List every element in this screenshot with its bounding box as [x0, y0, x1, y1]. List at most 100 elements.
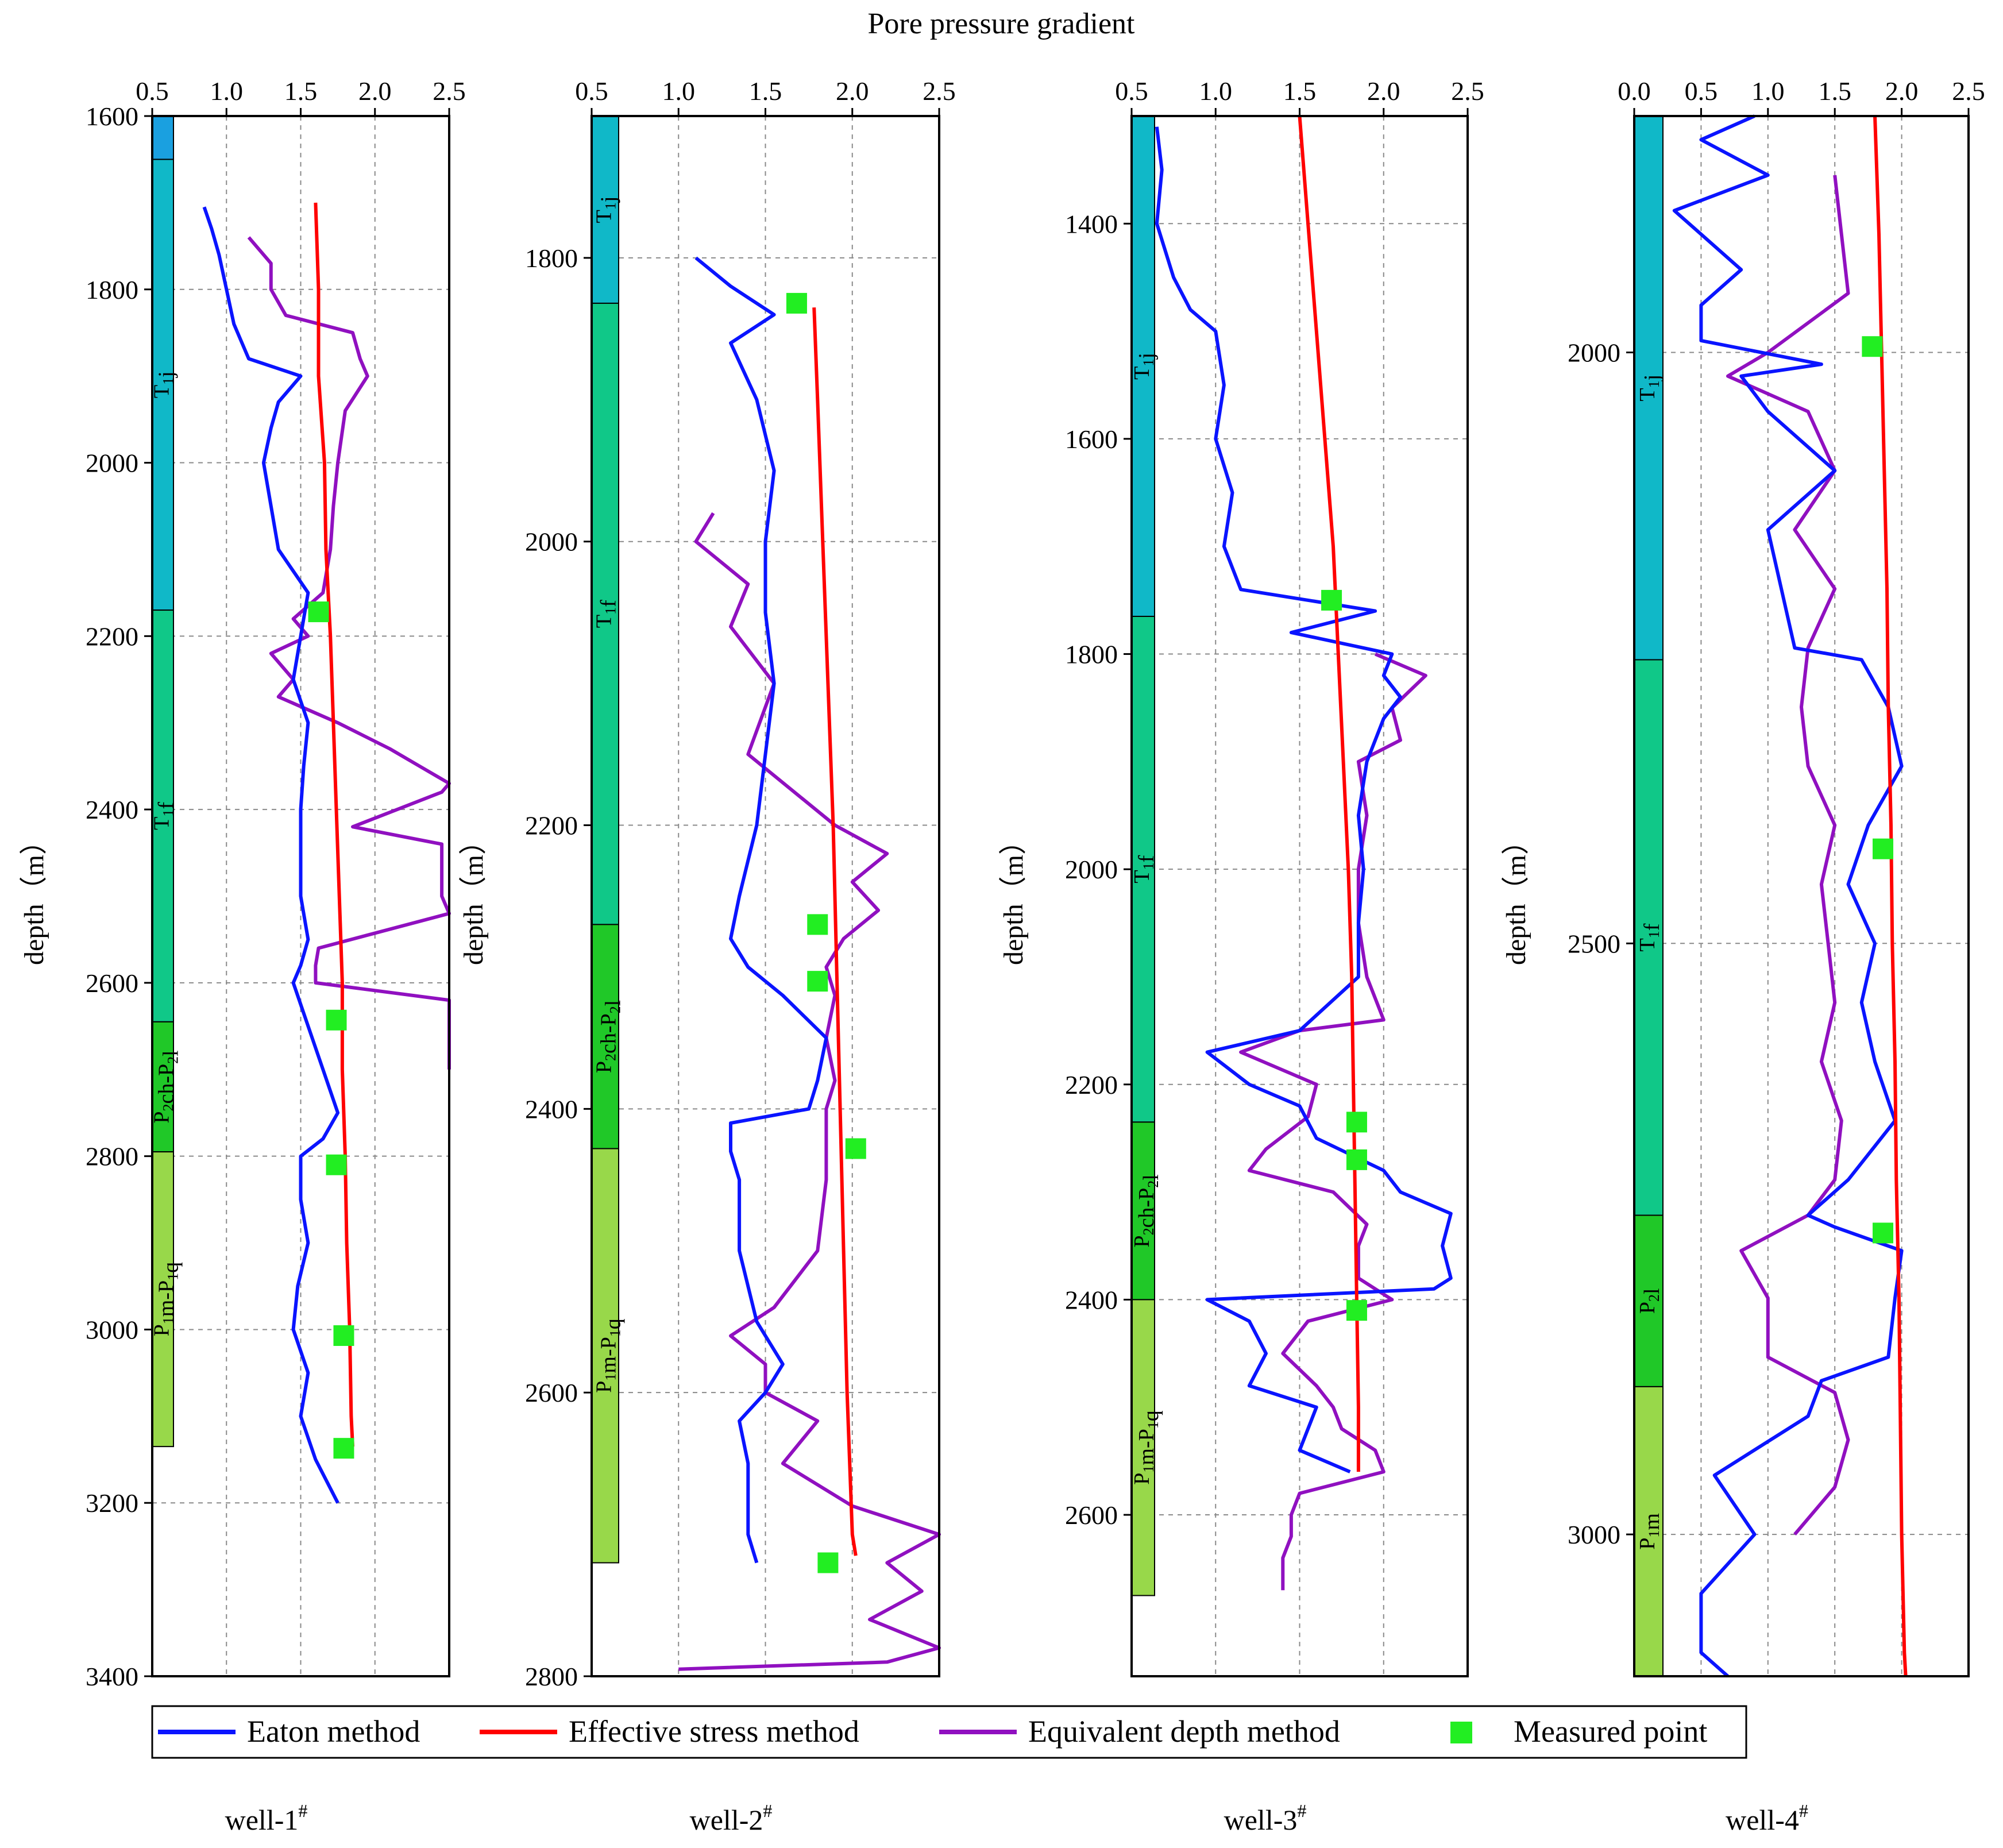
y-axis-label: depth（m）	[458, 827, 489, 965]
x-tick-label: 2.0	[1885, 76, 1919, 106]
measured-point	[1862, 336, 1883, 357]
strata-block	[1634, 115, 1664, 661]
y-axis-label: depth（m）	[998, 827, 1029, 965]
y-tick-label: 1800	[525, 244, 578, 273]
well-panel-3: T1j T1f P2ch-P2l P1m-P1q 0.5 1.0 1.5 2.0 2.5 1400…	[998, 76, 1484, 1836]
effective-stress-line	[1298, 115, 1360, 1472]
x-tick-label: 1.5	[1283, 76, 1317, 106]
x-tick-label: 2.5	[433, 76, 466, 106]
well-label: well-4#	[1726, 1800, 1808, 1836]
eaton-line	[1155, 126, 1453, 1473]
y-tick-label: 2600	[86, 969, 138, 998]
x-tick-label: 1.5	[284, 76, 318, 106]
x-tick-label: 1.0	[1751, 76, 1785, 106]
x-tick-label: 2.5	[1451, 76, 1484, 106]
x-tick-label: 0.5	[575, 76, 608, 106]
y-tick-label: 2800	[525, 1662, 578, 1691]
x-tick-label: 1.5	[1818, 76, 1851, 106]
x-tick-label: 0.5	[1685, 76, 1718, 106]
measured-point	[326, 1154, 347, 1175]
measured-point	[333, 1325, 354, 1347]
effective-stress-line	[812, 307, 858, 1556]
eaton-line	[202, 206, 340, 1504]
y-tick-label: 2600	[525, 1378, 578, 1407]
x-tick-label: 2.5	[1952, 76, 1985, 106]
measured-point	[1321, 589, 1342, 611]
measured-point	[333, 1438, 354, 1459]
strata-label: P1m-P1q	[592, 1318, 626, 1393]
y-axis-label: depth（m）	[1501, 827, 1531, 965]
x-tick-label: 2.0	[358, 76, 392, 106]
strata-block	[1634, 659, 1664, 1216]
x-tick-label: 2.5	[923, 76, 956, 106]
y-tick-label: 2800	[86, 1142, 138, 1171]
equivalent-depth-line	[247, 236, 451, 1070]
strata-label: T1j	[150, 371, 179, 398]
legend: Eaton method Effective stress method Equiv…	[151, 1705, 1747, 1759]
equivalent-depth-line	[1726, 175, 1850, 1536]
y-tick-label: 2500	[1568, 929, 1620, 958]
y-tick-label: 2000	[1065, 855, 1118, 884]
effective-stress-line	[314, 202, 354, 1447]
strata-block	[1634, 1386, 1664, 1677]
y-tick-label: 2400	[86, 795, 138, 824]
well-panel-2: T1j T1f P2ch-P2l P1m-P1q 0.5 1.0 1.5 2.0 2.5 1800…	[458, 76, 956, 1836]
strata-label: T1j	[1130, 353, 1159, 380]
x-tick-label: 2.0	[1367, 76, 1400, 106]
y-tick-label: 1800	[1065, 640, 1118, 669]
strata-block	[591, 302, 619, 925]
y-tick-label: 2200	[86, 622, 138, 651]
y-tick-label: 3000	[86, 1315, 138, 1344]
well-panel-4: T1j T1f P2l P1m 0.0 0.5 1.0 1.5 2.0 2.5 2000 2500 30…	[1501, 76, 1985, 1836]
strata-label: T1j	[592, 196, 621, 223]
legend-label: Measured point	[1514, 1714, 1707, 1749]
x-tick-label: 0.0	[1618, 76, 1651, 106]
strata-block	[152, 609, 174, 1023]
strata-block	[152, 115, 174, 160]
x-tick-label: 0.5	[1115, 76, 1148, 106]
strata-label: T1f	[1130, 855, 1159, 883]
legend-swatch-measured	[1450, 1722, 1472, 1743]
y-tick-label: 2200	[1065, 1070, 1118, 1099]
equivalent-depth-line	[678, 512, 941, 1671]
strata-label: P2l	[1635, 1288, 1664, 1314]
y-tick-label: 1400	[1065, 209, 1118, 238]
strata-label: T1f	[592, 600, 621, 628]
y-tick-label: 3000	[1568, 1520, 1620, 1549]
measured-point	[308, 601, 329, 623]
measured-point	[786, 292, 807, 314]
measured-point	[1346, 1149, 1367, 1170]
measured-point	[1346, 1300, 1367, 1321]
y-tick-label: 2600	[1065, 1500, 1118, 1530]
measured-point	[845, 1138, 866, 1159]
measured-point	[817, 1552, 839, 1573]
y-tick-label: 2400	[1065, 1285, 1118, 1314]
strata-block	[1634, 1214, 1664, 1387]
chart-title: Pore pressure gradient	[868, 7, 1136, 40]
measured-point	[1873, 1222, 1894, 1244]
eaton-line	[694, 256, 828, 1564]
strata-label: P2ch-P2l	[592, 1000, 626, 1073]
measured-point	[1873, 838, 1894, 859]
strata-label: T1f	[1635, 923, 1664, 951]
y-tick-label: 2200	[525, 811, 578, 840]
y-tick-label: 3200	[86, 1488, 138, 1518]
y-tick-label: 1800	[86, 275, 138, 304]
measured-point	[807, 971, 828, 992]
x-tick-label: 2.0	[836, 76, 869, 106]
well-panel-1: T1j T1f P2ch-P2l P1m-P1q 0.5 1.0 1.5 2.0 2.5 1600…	[19, 76, 466, 1836]
strata-block	[152, 1151, 174, 1448]
strata-label: T1j	[1635, 375, 1664, 402]
y-tick-label: 1600	[1065, 425, 1118, 454]
well-label: well-3#	[1224, 1800, 1307, 1836]
strata-block	[152, 159, 174, 611]
legend-label: Equivalent depth method	[1028, 1714, 1340, 1749]
y-tick-label: 2400	[525, 1094, 578, 1124]
well-label: well-1#	[225, 1800, 308, 1836]
x-tick-label: 1.0	[662, 76, 696, 106]
x-tick-label: 1.0	[210, 76, 244, 106]
strata-block	[1131, 1299, 1155, 1596]
x-tick-label: 1.5	[749, 76, 782, 106]
y-axis-label: depth（m）	[19, 827, 49, 965]
